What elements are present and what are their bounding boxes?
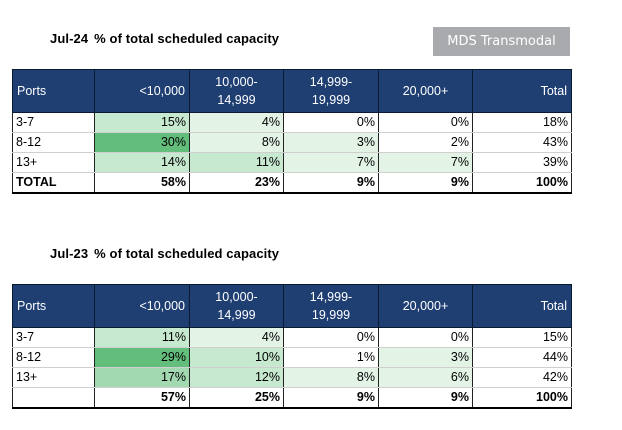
cell: 100%	[472, 172, 572, 194]
row-label	[12, 387, 95, 409]
header-total: Total	[472, 69, 572, 113]
table-row: 3-7 15% 4% 0% 0% 18%	[12, 112, 572, 133]
header-row: Ports <10,000 10,000- 14,999 14,999- 19,99…	[12, 69, 572, 113]
title-text: % of total scheduled capacity	[94, 246, 280, 261]
cell: 3%	[378, 347, 473, 368]
header-line: 14,999-	[309, 75, 353, 89]
total-row: 57% 25% 9% 9% 100%	[12, 387, 572, 409]
cell: 4%	[189, 327, 284, 348]
header-lt10000: <10,000	[94, 284, 190, 328]
header-10000-14999: 10,000- 14,999	[189, 69, 284, 113]
cell: 42%	[472, 367, 572, 388]
row-label: 8-12	[12, 132, 95, 153]
header-line: 14,999	[217, 308, 256, 322]
cell: 12%	[189, 367, 284, 388]
cell: 9%	[378, 387, 473, 409]
cell: 44%	[472, 347, 572, 368]
cell: 0%	[378, 112, 473, 133]
brand-badge: MDS Transmodal	[433, 27, 570, 56]
header-lt10000: <10,000	[94, 69, 190, 113]
cell: 0%	[283, 112, 379, 133]
cell: 14%	[94, 152, 190, 173]
header-14999-19999: 14,999- 19,999	[283, 69, 379, 113]
cell: 0%	[283, 327, 379, 348]
header-line: 19,999	[311, 308, 351, 322]
cell: 8%	[189, 132, 284, 153]
header-20000plus: 20,000+	[378, 284, 473, 328]
capacity-table-jul24: Ports <10,000 10,000- 14,999 14,999- 19,99…	[12, 69, 572, 194]
header-ports: Ports	[12, 69, 95, 113]
row-label: TOTAL	[12, 172, 95, 194]
cell: 39%	[472, 152, 572, 173]
header-line: 14,999-	[309, 290, 353, 304]
row-label: 3-7	[12, 327, 95, 348]
table-row: 3-7 11% 4% 0% 0% 15%	[12, 327, 572, 348]
cell: 18%	[472, 112, 572, 133]
title-month: Jul-24	[50, 31, 89, 46]
title-text: % of total scheduled capacity	[94, 31, 280, 46]
header-14999-19999: 14,999- 19,999	[283, 284, 379, 328]
cell: 11%	[94, 327, 190, 348]
cell: 1%	[283, 347, 379, 368]
row-label: 13+	[12, 367, 95, 388]
cell: 10%	[189, 347, 284, 368]
cell: 100%	[472, 387, 572, 409]
cell: 9%	[283, 387, 379, 409]
cell: 6%	[378, 367, 473, 388]
title-month: Jul-23	[50, 246, 89, 261]
table-row: 8-12 29% 10% 1% 3% 44%	[12, 347, 572, 368]
row-label: 13+	[12, 152, 95, 173]
cell: 0%	[378, 327, 473, 348]
cell: 9%	[283, 172, 379, 194]
cell: 17%	[94, 367, 190, 388]
row-label: 3-7	[12, 112, 95, 133]
cell: 25%	[189, 387, 284, 409]
cell: 8%	[283, 367, 379, 388]
header-10000-14999: 10,000- 14,999	[189, 284, 284, 328]
table-row: 8-12 30% 8% 3% 2% 43%	[12, 132, 572, 153]
header-20000plus: 20,000+	[378, 69, 473, 113]
table-row: 13+ 14% 11% 7% 7% 39%	[12, 152, 572, 173]
cell: 2%	[378, 132, 473, 153]
header-line: 19,999	[311, 93, 351, 107]
cell: 11%	[189, 152, 284, 173]
cell: 9%	[378, 172, 473, 194]
capacity-table-jul23: Ports <10,000 10,000- 14,999 14,999- 19,99…	[12, 284, 572, 409]
header-ports: Ports	[12, 284, 95, 328]
table-row: 13+ 17% 12% 8% 6% 42%	[12, 367, 572, 388]
header-line: 10,000-	[215, 290, 258, 304]
cell: 23%	[189, 172, 284, 194]
cell: 15%	[472, 327, 572, 348]
cell: 7%	[283, 152, 379, 173]
total-row: TOTAL 58% 23% 9% 9% 100%	[12, 172, 572, 194]
row-label: 8-12	[12, 347, 95, 368]
table-title-jul24: Jul-24 % of total scheduled capacity	[50, 31, 279, 46]
cell: 4%	[189, 112, 284, 133]
cell: 15%	[94, 112, 190, 133]
cell: 58%	[94, 172, 190, 194]
cell: 57%	[94, 387, 190, 409]
cell: 3%	[283, 132, 379, 153]
cell: 30%	[94, 132, 190, 153]
header-line: 14,999	[217, 93, 256, 107]
table-title-jul23: Jul-23 % of total scheduled capacity	[50, 246, 279, 261]
cell: 43%	[472, 132, 572, 153]
cell: 29%	[94, 347, 190, 368]
header-line: 10,000-	[215, 75, 258, 89]
header-row: Ports <10,000 10,000- 14,999 14,999- 19,99…	[12, 284, 572, 328]
header-total: Total	[472, 284, 572, 328]
cell: 7%	[378, 152, 473, 173]
